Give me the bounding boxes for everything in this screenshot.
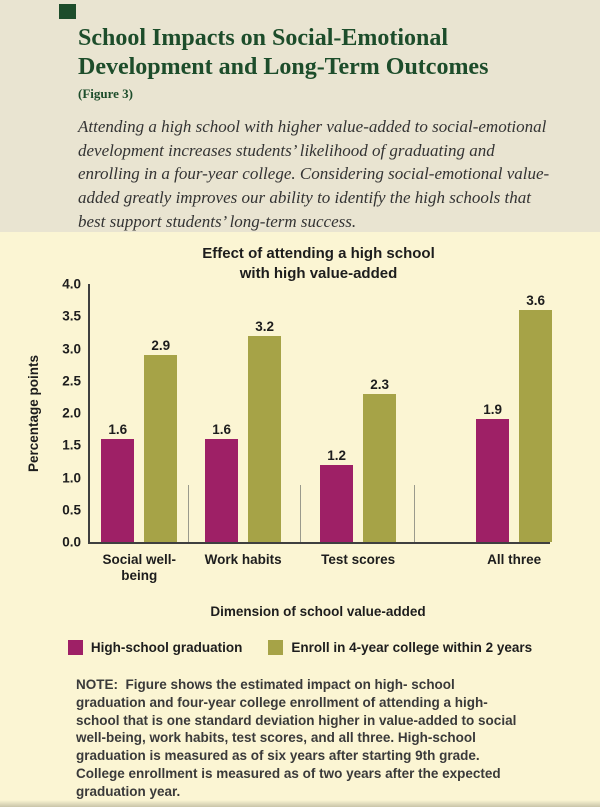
legend-swatch-high-school-graduation [67, 640, 83, 655]
bar-high-school-graduation [205, 438, 239, 542]
corner-accent-mark [59, 4, 76, 19]
bar-high-school-graduation [476, 419, 510, 542]
y-axis-tick-label: 2.5 [62, 373, 81, 389]
bar-with-label-enroll-in-4-year-college-within-2-years: 2.3 [363, 376, 397, 542]
bar-enroll-in-4-year-college-within-2-years [248, 335, 282, 542]
bar-high-school-graduation [101, 438, 135, 542]
bar-value-label: 1.2 [327, 447, 347, 463]
legend-label-high-school-graduation: High-school graduation [90, 640, 243, 655]
category-separator-line [187, 485, 189, 542]
bar-high-school-graduation [320, 464, 354, 542]
legend-label-college-enrollment: Enroll in 4-year college within 2 years [291, 640, 533, 655]
y-axis-tick-label: 0.5 [62, 502, 81, 518]
figure-note: NOTE: Figure shows the estimated impact … [76, 676, 528, 801]
category-separator-line [300, 485, 302, 542]
bar-group: 1.9 3.6 [476, 292, 553, 542]
bar-value-label: 1.6 [212, 421, 232, 437]
bar-value-label: 3.6 [526, 292, 545, 308]
bar-enroll-in-4-year-college-within-2-years [519, 309, 553, 542]
bar-with-label-high-school-graduation: 1.6 [205, 421, 239, 542]
x-category-label: Test scores [321, 552, 396, 567]
legend: High-school graduation Enroll in 4-year … [0, 640, 600, 655]
note-text: Figure shows the estimated impact on hig… [76, 677, 517, 799]
bar-group: 1.2 2.3 [320, 376, 397, 542]
bar-value-label: 2.9 [151, 337, 171, 353]
chart-section: Effect of attending a high school with h… [0, 232, 600, 807]
bar-value-label: 1.6 [108, 421, 128, 437]
legend-item-high-school-graduation: High-school graduation [67, 640, 243, 655]
note-label: NOTE: [76, 677, 118, 692]
bar-with-label-enroll-in-4-year-college-within-2-years: 3.2 [248, 318, 282, 542]
page-bottom-edge [0, 800, 600, 807]
bar-group: 1.6 3.2 [205, 318, 282, 542]
bar-with-label-high-school-graduation: 1.6 [101, 421, 135, 542]
y-axis-tick-label: 3.5 [62, 308, 81, 324]
page-title: School Impacts on Social-Emotional Devel… [78, 25, 489, 81]
bar-with-label-high-school-graduation: 1.2 [320, 447, 354, 542]
bar-value-label: 3.2 [255, 318, 275, 334]
x-category-label: All three [487, 552, 542, 567]
header-section: School Impacts on Social-Emotional Devel… [0, 0, 600, 232]
bar-group: 1.6 2.9 [101, 337, 178, 542]
y-axis-tick-label: 1.5 [62, 437, 81, 453]
bar-value-label: 2.3 [370, 376, 390, 392]
legend-swatch-college-enrollment [268, 640, 284, 655]
figure-subtitle: Attending a high school with higher valu… [78, 116, 550, 232]
plot-area: 0.0 0.5 1.0 1.5 2.0 2.5 3.0 3.5 4.0 1.6 2.9 Social … [62, 277, 553, 583]
y-axis-tick-label: 3.0 [62, 341, 81, 356]
bar-enroll-in-4-year-college-within-2-years [144, 354, 178, 542]
y-axis-tick-label: 1.0 [62, 470, 81, 485]
y-axis-label: Percentage points [26, 354, 41, 472]
x-category-label: Social well-being [102, 552, 176, 583]
chart-title: Effect of attending a high school with h… [202, 245, 435, 282]
bar-with-label-enroll-in-4-year-college-within-2-years: 3.6 [519, 292, 553, 542]
bar-value-label: 1.9 [483, 402, 502, 418]
x-category-label: Work habits [204, 552, 282, 567]
legend-item-college-enrollment: Enroll in 4-year college within 2 years [268, 640, 532, 655]
x-axis-label: Dimension of school value-added [210, 604, 426, 619]
category-separator-line [413, 485, 415, 542]
figure-label: (Figure 3) [78, 85, 133, 101]
bar-with-label-high-school-graduation: 1.9 [476, 402, 510, 542]
bar-enroll-in-4-year-college-within-2-years [363, 393, 397, 542]
y-axis-tick-label: 0.0 [62, 534, 81, 550]
bar-with-label-enroll-in-4-year-college-within-2-years: 2.9 [144, 337, 178, 542]
y-axis-tick-label: 2.0 [62, 405, 81, 421]
y-axis-tick-label: 4.0 [62, 276, 81, 292]
